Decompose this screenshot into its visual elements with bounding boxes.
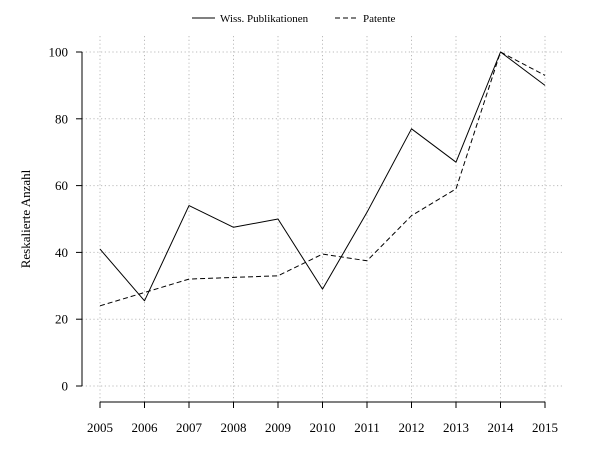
- legend: Wiss. Publikationen Patente: [192, 13, 395, 25]
- x-tick-label: 2005: [87, 420, 113, 435]
- x-tick-label: 2008: [221, 420, 247, 435]
- x-tick-label: 2010: [310, 420, 336, 435]
- series-lines: [99, 51, 546, 307]
- axes: [81, 52, 545, 403]
- y-tick-label: 60: [55, 178, 68, 193]
- x-tick-label: 2011: [354, 420, 380, 435]
- grid: [82, 36, 562, 402]
- y-tick-label: 80: [55, 111, 68, 126]
- y-tick-label: 40: [55, 245, 68, 260]
- legend-label-publikationen: Wiss. Publikationen: [220, 13, 309, 25]
- x-tick-label: 2006: [132, 420, 159, 435]
- y-ticks: 0 20 40 60 80 100: [49, 45, 82, 394]
- legend-label-patente: Patente: [363, 13, 395, 25]
- x-tick-label: 2014: [488, 420, 515, 435]
- x-tick-label: 2012: [399, 420, 425, 435]
- y-tick-label: 0: [62, 379, 69, 394]
- x-tick-label: 2015: [532, 420, 558, 435]
- y-tick-label: 20: [55, 312, 68, 327]
- x-ticks: 2005 2006 2007 2008 2009 2010 2011 2012 2013 2014…: [87, 402, 558, 435]
- x-tick-label: 2009: [265, 420, 291, 435]
- x-tick-label: 2013: [443, 420, 469, 435]
- y-tick-label: 100: [49, 45, 69, 60]
- x-tick-label: 2007: [176, 420, 203, 435]
- series-line-publikationen: [99, 51, 546, 302]
- y-axis-title: Reskalierte Anzahl: [18, 169, 33, 268]
